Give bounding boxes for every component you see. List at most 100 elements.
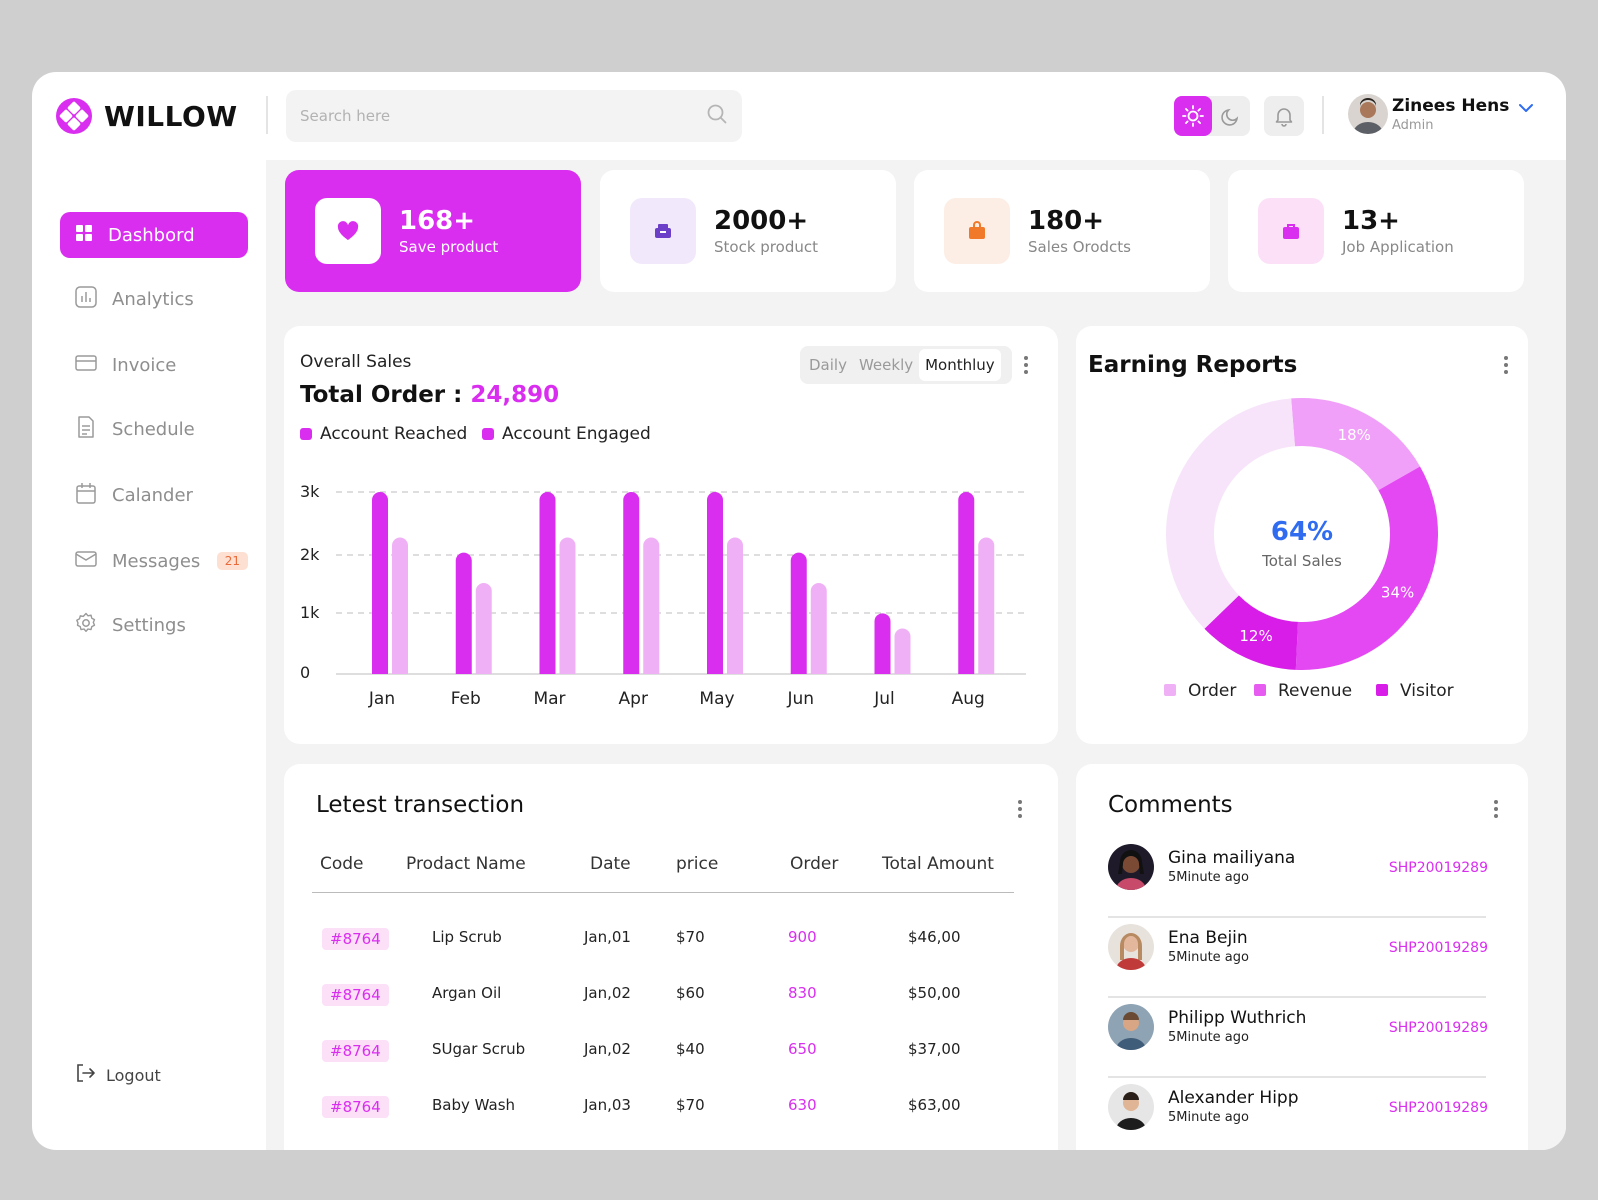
date-cell: Jan,03 bbox=[584, 1096, 631, 1114]
header-divider bbox=[1322, 96, 1324, 134]
legend-label: Order bbox=[1188, 681, 1236, 701]
table-row[interactable]: #8764 Lip Scrub Jan,01 $70 900 $46,00 bbox=[284, 928, 1058, 958]
avatar[interactable] bbox=[1108, 844, 1154, 890]
user-avatar[interactable] bbox=[1348, 94, 1388, 134]
invoice-icon bbox=[74, 351, 98, 380]
legend-account-reached: Account Reached bbox=[300, 424, 467, 444]
brand[interactable]: WILLOW bbox=[56, 98, 238, 134]
bar bbox=[978, 537, 995, 674]
comment-code[interactable]: SHP20019289 bbox=[1388, 860, 1488, 876]
bell-icon[interactable] bbox=[1264, 96, 1304, 136]
calendar-icon bbox=[74, 481, 98, 510]
comment-item[interactable]: Alexander Hipp 5Minute ago SHP20019289 bbox=[1108, 1078, 1488, 1150]
sidebar-item-invoice[interactable]: Invoice bbox=[60, 342, 248, 388]
table-row[interactable]: #8764 Baby Wash Jan,03 $70 630 $63,00 bbox=[284, 1096, 1058, 1126]
column-header[interactable]: Prodact Name bbox=[406, 854, 526, 874]
logo-icon bbox=[56, 98, 92, 134]
sidebar-item-dashboard[interactable]: Dashbord bbox=[60, 212, 248, 258]
total-cell: $46,00 bbox=[908, 928, 961, 946]
table-row[interactable]: #8764 SUgar Scrub Jan,02 $40 650 $37,00 bbox=[284, 1040, 1058, 1070]
tab-weekly[interactable]: Weekly bbox=[858, 356, 914, 374]
column-header[interactable]: Total Amount bbox=[882, 854, 994, 874]
legend-swatch bbox=[1254, 684, 1266, 696]
product-name: Argan Oil bbox=[432, 984, 502, 1002]
comment-code[interactable]: SHP20019289 bbox=[1388, 940, 1488, 956]
comment-item[interactable]: Philipp Wuthrich 5Minute ago SHP20019289 bbox=[1108, 998, 1488, 1078]
sidebar-item-label: Invoice bbox=[112, 354, 177, 376]
comment-item[interactable]: Ena Bejin 5Minute ago SHP20019289 bbox=[1108, 918, 1488, 998]
chevron-down-icon[interactable] bbox=[1518, 100, 1534, 120]
slice-label: 12% bbox=[1239, 627, 1272, 645]
column-header[interactable]: Order bbox=[790, 854, 839, 874]
price-cell: $40 bbox=[676, 1040, 705, 1058]
more-icon[interactable] bbox=[1504, 356, 1508, 377]
stat-card-stock-product[interactable]: 2000+ Stock product bbox=[600, 170, 896, 292]
comment-author: Alexander Hipp bbox=[1168, 1088, 1299, 1108]
total-order-value: 24,890 bbox=[470, 382, 560, 408]
x-tick-label: Aug bbox=[952, 689, 985, 709]
avatar[interactable] bbox=[1108, 1084, 1154, 1130]
more-icon[interactable] bbox=[1494, 800, 1498, 821]
stat-card-save-product[interactable]: 168+ Save product bbox=[285, 170, 581, 292]
column-header[interactable]: Date bbox=[590, 854, 631, 874]
logout-button[interactable]: Logout bbox=[74, 1062, 161, 1088]
avatar[interactable] bbox=[1108, 1004, 1154, 1050]
comment-item[interactable]: Gina mailiyana 5Minute ago SHP20019289 bbox=[1108, 838, 1488, 918]
legend-swatch bbox=[1164, 684, 1176, 696]
search-input[interactable] bbox=[300, 107, 660, 125]
code-badge: #8764 bbox=[322, 1096, 389, 1118]
search-bar[interactable] bbox=[286, 90, 742, 142]
user-name[interactable]: Zinees Hens bbox=[1392, 96, 1510, 116]
search-icon[interactable] bbox=[706, 103, 728, 129]
legend-swatch bbox=[300, 428, 312, 440]
product-name: Baby Wash bbox=[432, 1096, 516, 1114]
brand-name: WILLOW bbox=[104, 99, 238, 133]
app-window: WILLOW Zinees Hens Admin Dashbord Analyt… bbox=[32, 72, 1566, 1150]
tab-monthly[interactable]: Monthluy bbox=[919, 349, 1001, 381]
sidebar-item-analytics[interactable]: Analytics bbox=[60, 276, 248, 322]
x-tick-label: Mar bbox=[533, 689, 565, 709]
bar bbox=[372, 492, 388, 674]
sidebar-item-label: Analytics bbox=[112, 288, 194, 310]
x-tick-label: Feb bbox=[451, 689, 481, 709]
earning-reports-panel: Earning Reports 18% 34% 12% 64% Total Sales O… bbox=[1076, 326, 1528, 744]
sidebar-item-messages[interactable]: Messages 21 bbox=[60, 538, 248, 584]
x-tick-label: Apr bbox=[619, 689, 648, 709]
stat-card-sales-products[interactable]: 180+ Sales Orodcts bbox=[914, 170, 1210, 292]
stat-label: Stock product bbox=[714, 238, 818, 256]
more-icon[interactable] bbox=[1024, 356, 1028, 377]
moon-icon[interactable] bbox=[1212, 96, 1250, 136]
slice-label: 18% bbox=[1338, 426, 1371, 444]
table-row[interactable]: #8764 Argan Oil Jan,02 $60 830 $50,00 bbox=[284, 984, 1058, 1014]
column-header[interactable]: price bbox=[676, 854, 719, 874]
more-icon[interactable] bbox=[1018, 800, 1022, 821]
x-tick-label: Jan bbox=[368, 689, 395, 709]
avatar[interactable] bbox=[1108, 924, 1154, 970]
stat-card-job-application[interactable]: 13+ Job Application bbox=[1228, 170, 1524, 292]
comment-time: 5Minute ago bbox=[1168, 1030, 1249, 1045]
legend-label: Account Reached bbox=[320, 424, 468, 444]
column-header[interactable]: Code bbox=[320, 854, 364, 874]
order-cell: 900 bbox=[788, 928, 817, 946]
stat-value: 2000+ bbox=[714, 206, 809, 236]
sun-icon[interactable] bbox=[1174, 96, 1212, 136]
bar bbox=[623, 492, 640, 674]
bar bbox=[475, 583, 492, 674]
bar bbox=[874, 613, 891, 674]
comment-code[interactable]: SHP20019289 bbox=[1388, 1020, 1488, 1036]
sidebar-item-settings[interactable]: Settings bbox=[60, 602, 248, 648]
price-cell: $70 bbox=[676, 1096, 705, 1114]
x-tick-label: May bbox=[699, 689, 734, 709]
sidebar-item-schedule[interactable]: Schedule bbox=[60, 406, 248, 452]
theme-toggle[interactable] bbox=[1174, 96, 1250, 136]
tab-daily[interactable]: Daily bbox=[809, 356, 847, 374]
earning-reports-title: Earning Reports bbox=[1088, 352, 1298, 378]
bar bbox=[958, 492, 975, 674]
comment-code[interactable]: SHP20019289 bbox=[1388, 1100, 1488, 1116]
sidebar-item-calendar[interactable]: Calander bbox=[60, 472, 248, 518]
y-tick-label: 2k bbox=[300, 545, 320, 564]
legend-label: Revenue bbox=[1278, 681, 1352, 701]
bar bbox=[392, 537, 408, 674]
earning-donut-chart: 18% 34% 12% 64% Total Sales Order Revenue Visit… bbox=[1164, 398, 1454, 701]
overall-sales-panel: Overall Sales Total Order : 24,890 Daily… bbox=[284, 326, 1058, 744]
